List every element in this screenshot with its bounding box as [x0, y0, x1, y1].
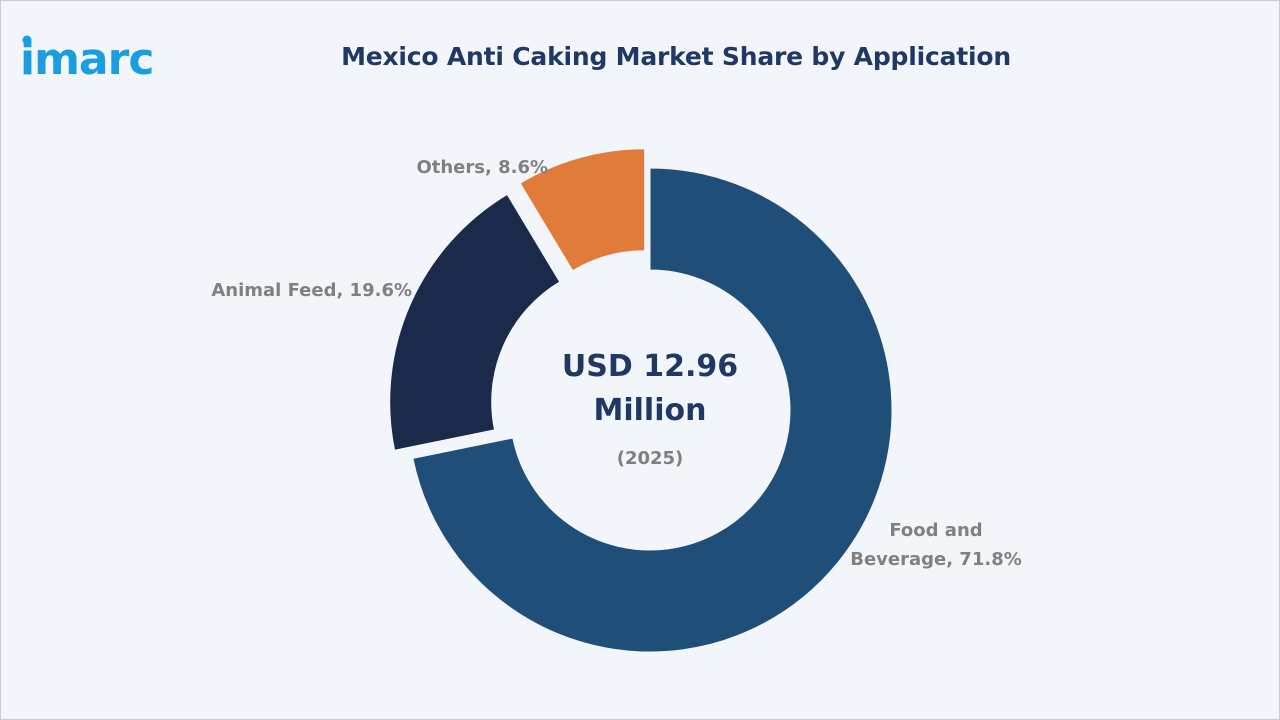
- label-line: Animal Feed, 19.6%: [211, 280, 412, 301]
- slice-labels: Food and Beverage, 71.8% Animal Feed, 19.6…: [211, 157, 1021, 570]
- label-animal-feed: Animal Feed, 19.6%: [211, 280, 412, 301]
- center-value-line1: USD 12.96: [562, 349, 738, 384]
- center-year: (2025): [617, 448, 684, 469]
- label-line: Beverage, 71.8%: [850, 549, 1022, 570]
- center-value-line2: Million: [594, 393, 707, 428]
- logo-dot: [22, 35, 32, 45]
- imarc-logo: imarc: [20, 34, 154, 84]
- donut-slices: [389, 148, 893, 653]
- label-others: Others, 8.6%: [416, 157, 548, 178]
- logo-wordmark: imarc: [20, 34, 153, 84]
- label-line: Food and: [889, 520, 982, 541]
- slice-food-and-beverage: [412, 167, 893, 653]
- label-food-and-beverage: Food and Beverage, 71.8%: [850, 520, 1022, 570]
- slice-others: [519, 148, 646, 272]
- label-line: Others, 8.6%: [416, 157, 548, 178]
- chart-title: Mexico Anti Caking Market Share by Appli…: [341, 42, 1011, 71]
- slice-animal-feed: [389, 193, 561, 451]
